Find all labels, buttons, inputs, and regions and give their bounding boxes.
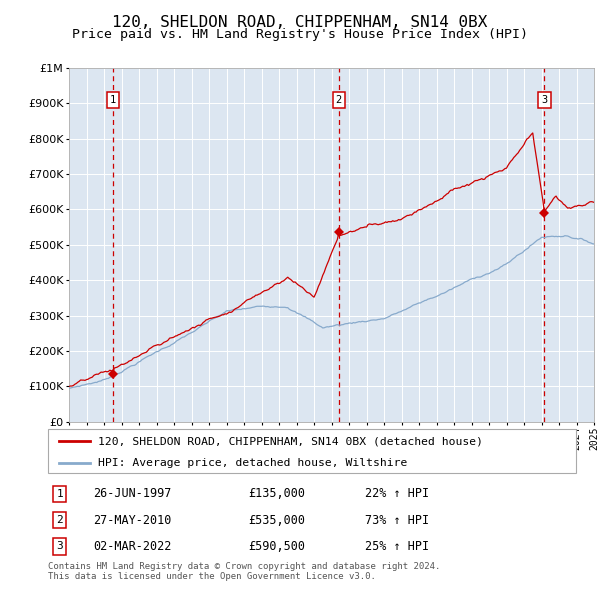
Text: £535,000: £535,000 (248, 514, 305, 527)
Text: 73% ↑ HPI: 73% ↑ HPI (365, 514, 429, 527)
Text: 25% ↑ HPI: 25% ↑ HPI (365, 540, 429, 553)
Text: 27-MAY-2010: 27-MAY-2010 (93, 514, 171, 527)
Text: Price paid vs. HM Land Registry's House Price Index (HPI): Price paid vs. HM Land Registry's House … (72, 28, 528, 41)
Text: HPI: Average price, detached house, Wiltshire: HPI: Average price, detached house, Wilt… (98, 458, 407, 467)
Text: 2: 2 (335, 95, 342, 104)
Text: £135,000: £135,000 (248, 487, 305, 500)
Text: 3: 3 (56, 542, 63, 552)
Text: 26-JUN-1997: 26-JUN-1997 (93, 487, 171, 500)
Text: 120, SHELDON ROAD, CHIPPENHAM, SN14 0BX: 120, SHELDON ROAD, CHIPPENHAM, SN14 0BX (112, 15, 488, 30)
Text: 2: 2 (56, 515, 63, 525)
Text: 120, SHELDON ROAD, CHIPPENHAM, SN14 0BX (detached house): 120, SHELDON ROAD, CHIPPENHAM, SN14 0BX … (98, 437, 483, 446)
Text: £590,500: £590,500 (248, 540, 305, 553)
Text: Contains HM Land Registry data © Crown copyright and database right 2024.
This d: Contains HM Land Registry data © Crown c… (48, 562, 440, 581)
Text: 02-MAR-2022: 02-MAR-2022 (93, 540, 171, 553)
FancyBboxPatch shape (48, 429, 576, 473)
Text: 1: 1 (56, 489, 63, 499)
Text: 1: 1 (109, 95, 116, 104)
Text: 22% ↑ HPI: 22% ↑ HPI (365, 487, 429, 500)
Text: 3: 3 (541, 95, 548, 104)
